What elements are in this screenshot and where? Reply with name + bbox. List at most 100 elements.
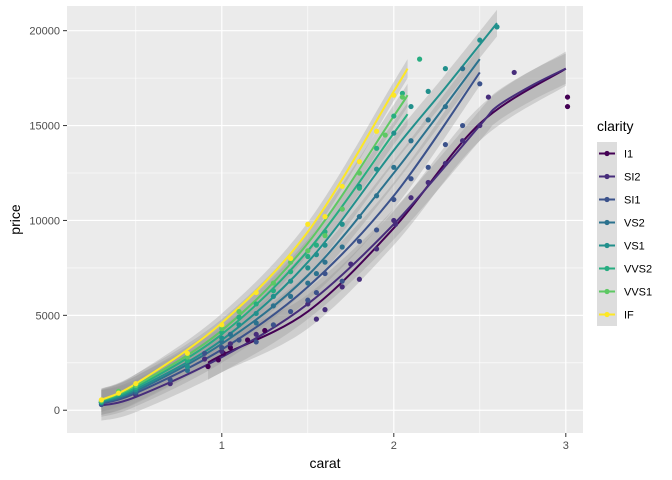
data-point-si2 [392, 221, 399, 227]
legend: clarity I1 SI2 SI1 VS2 VS1 VVS2 VVS1 IF [597, 118, 652, 326]
data-point-vs2 [288, 293, 294, 299]
data-point-vs1 [288, 278, 294, 284]
data-point-si1 [477, 81, 483, 87]
data-point-vs2 [425, 117, 431, 123]
y-tick-label: 5000 [36, 310, 60, 322]
x-axis-title: carat [309, 455, 340, 471]
data-point-vvs1 [270, 280, 276, 286]
legend-key-point-si2 [604, 173, 610, 180]
data-point-si2 [485, 94, 491, 100]
data-point-vs1 [219, 335, 225, 341]
data-point-si2 [374, 246, 380, 252]
data-point-vvs1 [356, 170, 362, 176]
data-point-vvs2 [374, 145, 380, 151]
legend-key-point-i1 [604, 150, 610, 157]
data-point-vvs2 [391, 113, 397, 119]
confidence-band-vs2 [101, 46, 480, 415]
major-gridlines [67, 6, 583, 433]
data-point-si1 [313, 289, 319, 296]
data-point-si1 [288, 308, 294, 315]
data-point-si1 [322, 270, 328, 277]
legend-key-point-vvs2 [604, 265, 610, 272]
legend-key-point-vs2 [604, 219, 610, 226]
legend-key-point-vs1 [604, 242, 610, 249]
data-point-vvs1 [288, 259, 294, 265]
data-point-si2 [477, 122, 483, 129]
data-point-vs1 [374, 166, 380, 172]
data-point-vs2 [313, 270, 319, 277]
legend-key-point-if [604, 311, 610, 318]
data-point-vs1 [391, 130, 397, 136]
data-point-vs1 [339, 221, 345, 227]
confidence-band-vvs2 [101, 102, 408, 413]
data-point-i1 [205, 363, 211, 370]
data-point-vvs2 [288, 269, 294, 275]
data-point-vs1 [184, 363, 190, 370]
data-point-vs1 [425, 88, 431, 94]
data-point-vvs1 [219, 326, 225, 332]
data-point-vvs2 [253, 301, 259, 307]
data-point-si1 [391, 196, 397, 203]
data-point-si2 [305, 301, 311, 307]
data-point-if [219, 322, 225, 328]
y-tick-label: 10000 [29, 215, 60, 227]
data-point-si1 [356, 238, 362, 244]
data-point-vvs2 [236, 314, 242, 320]
data-point-vs2 [408, 138, 414, 144]
data-point-si1 [167, 377, 173, 383]
data-point-si2 [322, 307, 328, 313]
data-point-si1 [408, 176, 414, 182]
legend-label-si2: SI2 [624, 172, 641, 184]
data-point-si2 [313, 316, 319, 322]
data-point-vvs2 [219, 329, 225, 336]
data-point-vvs2 [270, 288, 276, 294]
x-tick-label: 3 [563, 440, 569, 452]
minor-gridlines [67, 6, 583, 433]
legend-label-i1: I1 [624, 149, 633, 161]
legend-key-point-si1 [604, 196, 610, 203]
data-point-si2 [408, 195, 414, 201]
data-point-i1 [262, 327, 268, 334]
data-points [98, 24, 571, 408]
data-point-i1 [245, 337, 251, 343]
trend-line-vs1 [101, 22, 498, 403]
data-point-si2 [167, 381, 173, 387]
data-point-vvs1 [184, 354, 190, 360]
data-point-si2 [339, 284, 345, 290]
data-point-vs2 [253, 320, 259, 326]
legend-title: clarity [597, 118, 634, 134]
data-point-si2 [356, 276, 362, 282]
data-point-vs2 [227, 331, 233, 337]
data-point-vs2 [322, 259, 328, 265]
data-point-si2 [219, 348, 225, 354]
data-point-vs2 [270, 303, 276, 309]
data-point-si2 [442, 160, 448, 167]
data-point-si2 [511, 69, 517, 76]
legend-keys-background [597, 142, 617, 326]
data-point-i1 [215, 357, 221, 363]
data-point-si1 [374, 227, 380, 233]
legend-label-vvs1: VVS1 [624, 287, 652, 299]
data-point-if [339, 183, 345, 189]
data-point-vvs1 [339, 206, 345, 212]
data-point-vs2 [305, 280, 311, 286]
data-point-si1 [253, 339, 259, 345]
legend-label-if: IF [624, 310, 634, 322]
data-point-vs2 [339, 244, 345, 250]
data-point-vvs2 [313, 242, 319, 248]
data-point-vvs2 [305, 253, 311, 260]
data-point-if [116, 390, 122, 396]
data-point-si1 [425, 164, 431, 170]
data-point-si2 [425, 179, 431, 186]
legend-label-vs1: VS1 [624, 241, 645, 253]
data-point-i1 [564, 103, 571, 110]
data-point-vvs1 [399, 94, 405, 100]
data-point-vs1 [305, 265, 311, 271]
axes: 1 2 3 0 5000 10000 15000 20000 [29, 26, 568, 452]
data-point-vvs2 [184, 358, 190, 364]
data-point-vs2 [356, 214, 362, 220]
y-tick-label: 20000 [29, 26, 60, 38]
data-point-if [288, 255, 294, 262]
legend-label-vvs2: VVS2 [624, 264, 652, 276]
data-point-vs1 [322, 242, 328, 248]
